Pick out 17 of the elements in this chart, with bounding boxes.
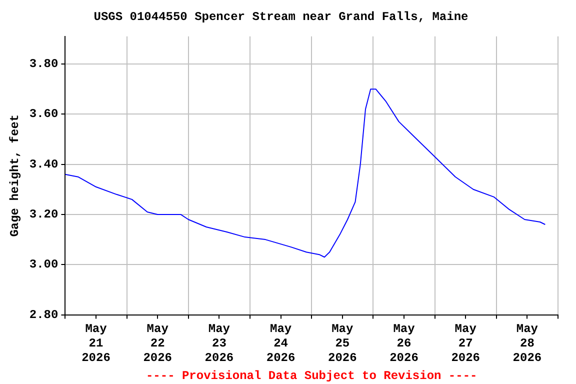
x-tick-label: May 22 2026 [143, 322, 172, 365]
text: ---- Provisional Data Subject to Revision ---- [146, 369, 478, 384]
x-tick-label: May 28 2026 [512, 322, 542, 365]
y-axis-title: Gage height, feet [8, 114, 22, 237]
y-tick-label: 3.40 [29, 157, 58, 172]
x-tick-label: May 23 2026 [204, 322, 234, 365]
x-tick-label: May 21 2026 [82, 322, 110, 365]
y-tick-label: 2.80 [29, 308, 58, 322]
x-tick-label: May 25 2026 [328, 322, 357, 365]
chart-title: USGS 01044550 Spencer Stream near Grand Falls, Maine [94, 10, 468, 24]
x-tick-label: May 26 2026 [390, 322, 418, 365]
y-tick-label: 3.20 [29, 207, 58, 222]
y-tick-label: 3.60 [29, 107, 58, 122]
x-tick-label: May 27 2026 [451, 322, 480, 365]
y-tick-label: 3.00 [29, 258, 58, 272]
y-tick-label: 3.80 [29, 57, 58, 72]
x-tick-label: May 24 2026 [266, 322, 296, 365]
